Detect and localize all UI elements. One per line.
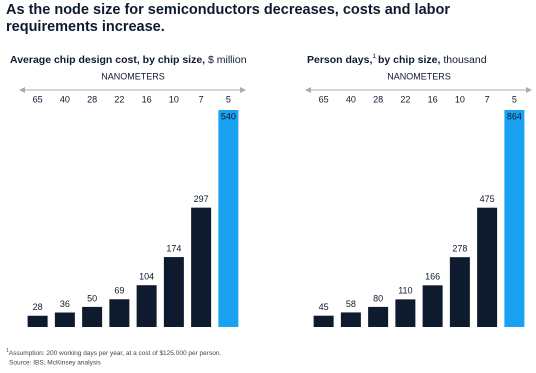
- value-label: 166: [425, 272, 440, 282]
- bar: [54, 312, 75, 327]
- footnote-text: Assumption: 200 working days per year, a…: [9, 350, 222, 357]
- x-tick-label: 22: [114, 94, 124, 104]
- chart-title: Average chip design cost, by chip size, …: [10, 54, 247, 66]
- bar: [313, 315, 334, 327]
- x-tick-label: 40: [60, 94, 70, 104]
- x-tick-label: 22: [400, 94, 410, 104]
- x-tick-label: 7: [199, 94, 204, 104]
- value-label: 104: [139, 272, 154, 282]
- value-label: 174: [166, 243, 181, 253]
- bar: [218, 110, 239, 327]
- x-tick-label: 5: [226, 94, 231, 104]
- value-label: 297: [194, 194, 209, 204]
- bar: [82, 306, 103, 327]
- x-axis-label: NANOMETERS: [101, 71, 165, 81]
- chart-unit: $ million: [208, 54, 247, 66]
- value-label: 278: [452, 244, 467, 254]
- value-label: 69: [114, 286, 124, 296]
- footnote-marker: 1: [6, 348, 9, 354]
- footnote-marker: 1: [372, 53, 376, 60]
- value-label: 28: [33, 302, 43, 312]
- value-label: 540: [221, 111, 236, 121]
- chart-unit: thousand: [443, 54, 486, 66]
- bar: [368, 306, 389, 327]
- x-tick-label: 10: [455, 94, 465, 104]
- value-label: 45: [319, 302, 329, 312]
- x-tick-label: 16: [428, 94, 438, 104]
- x-tick-label: 28: [373, 94, 383, 104]
- value-label: 36: [60, 299, 70, 309]
- value-label: 50: [87, 293, 97, 303]
- bar: [504, 110, 525, 327]
- x-tick-label: 65: [33, 94, 43, 104]
- x-tick-label: 40: [346, 94, 356, 104]
- x-tick-label: 28: [87, 94, 97, 104]
- x-tick-label: 10: [169, 94, 179, 104]
- chart-title-text: Person days,: [307, 54, 372, 66]
- x-tick-label: 7: [485, 94, 490, 104]
- page-title: As the node size for semiconductors decr…: [6, 2, 450, 35]
- bar: [340, 312, 361, 327]
- x-tick-label: 16: [142, 94, 152, 104]
- bar: [136, 285, 157, 327]
- value-label: 475: [480, 194, 495, 204]
- bar: [163, 257, 184, 327]
- value-label: 110: [398, 286, 412, 296]
- footnote: 1Assumption: 200 working days per year, …: [6, 348, 221, 356]
- chart-title-text: Average chip design cost, by chip size,: [10, 54, 205, 66]
- source: Source: IBS; McKinsey analysis: [9, 360, 102, 367]
- x-axis-label: NANOMETERS: [387, 71, 451, 81]
- chart-title-text: by chip size,: [378, 54, 441, 66]
- chart-title: Person days,1 by chip size, thousand: [307, 53, 487, 66]
- bar: [449, 257, 470, 327]
- value-label: 58: [346, 299, 356, 309]
- value-label: 80: [373, 293, 383, 303]
- bar: [109, 299, 130, 327]
- bar: [477, 207, 498, 327]
- x-tick-label: 65: [319, 94, 329, 104]
- value-label: 864: [507, 111, 522, 121]
- x-tick-label: 5: [512, 94, 517, 104]
- bar: [27, 315, 48, 327]
- bar: [422, 285, 443, 327]
- bar: [395, 299, 416, 327]
- bar: [191, 207, 212, 327]
